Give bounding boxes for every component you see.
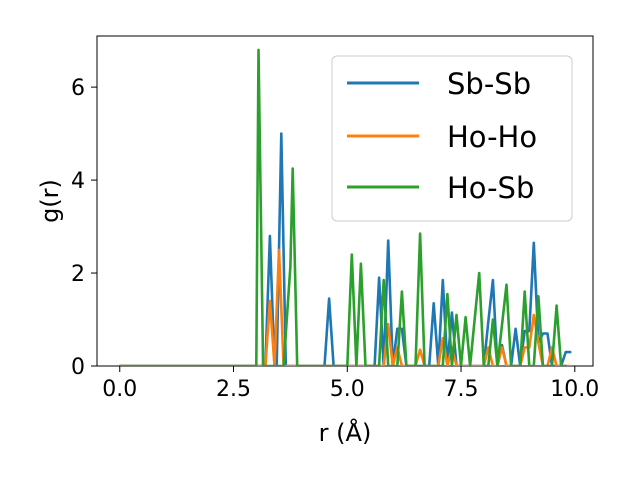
legend-label-sb-sb: Sb-Sb xyxy=(447,67,531,101)
x-tick-label: 2.5 xyxy=(216,377,251,402)
x-axis-label: r (Å) xyxy=(319,418,372,447)
x-axis-ticks: 0.0 2.5 5.0 7.5 10.0 xyxy=(102,366,599,402)
legend: Sb-Sb Ho-Ho Ho-Sb xyxy=(331,55,573,222)
y-tick-label: 6 xyxy=(71,76,85,101)
series-line-ho-ho xyxy=(118,248,572,366)
series-layer xyxy=(118,48,572,366)
x-tick-label: 7.5 xyxy=(444,377,479,402)
y-axis-ticks: 0 2 4 6 xyxy=(71,76,97,380)
y-tick-label: 2 xyxy=(71,262,85,287)
x-tick-label: 5.0 xyxy=(330,377,365,402)
y-axis-label: g(r) xyxy=(36,179,64,223)
y-tick-label: 4 xyxy=(71,169,85,194)
y-tick-label: 0 xyxy=(71,355,85,380)
series-line-ho-sb xyxy=(118,48,567,366)
legend-box xyxy=(331,55,573,222)
legend-label-ho-ho: Ho-Ho xyxy=(447,120,537,154)
x-tick-label: 0.0 xyxy=(102,377,137,402)
x-tick-label: 10.0 xyxy=(550,377,599,402)
legend-label-ho-sb: Ho-Sb xyxy=(447,171,534,205)
